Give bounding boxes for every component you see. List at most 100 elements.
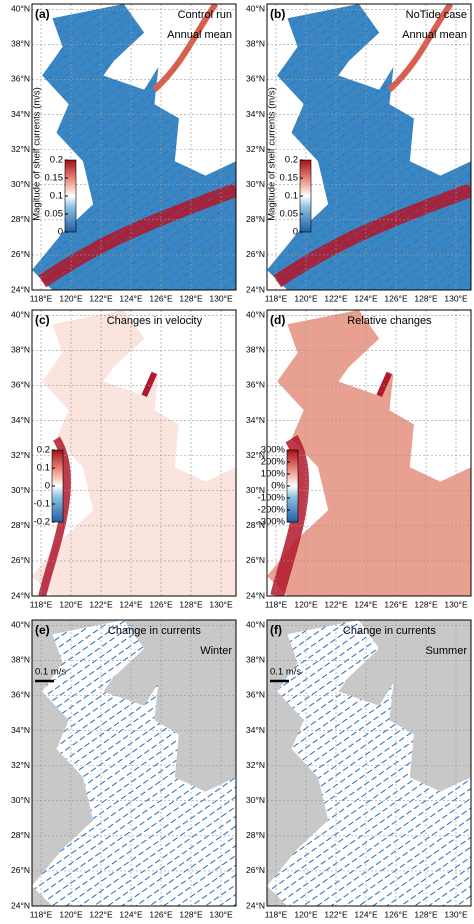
panel-title: Annual mean bbox=[167, 29, 232, 41]
x-tick-label: 124°E bbox=[119, 599, 143, 609]
x-tick-label: 126°E bbox=[149, 293, 173, 303]
coastal-change bbox=[376, 371, 393, 398]
x-tick-label: 120°E bbox=[59, 293, 83, 303]
x-tick-label: 122°E bbox=[89, 909, 113, 919]
map-panel bbox=[32, 310, 236, 596]
colorbar-label: Magitude of shelf currents (m/s) bbox=[267, 87, 278, 221]
y-tick-label: 36°N bbox=[246, 74, 265, 84]
y-tick-label: 24°N bbox=[246, 590, 265, 600]
y-tick-label: 26°N bbox=[11, 249, 30, 259]
y-tick-label: 34°N bbox=[246, 415, 265, 425]
panel-frame bbox=[266, 3, 472, 291]
sea bbox=[267, 310, 471, 596]
y-tick-label: 24°N bbox=[11, 900, 30, 910]
panel-label: (f) bbox=[270, 623, 282, 637]
x-tick-label: 124°E bbox=[354, 293, 378, 303]
x-tick-label: 126°E bbox=[149, 909, 173, 919]
panel-title: Control run bbox=[178, 9, 232, 21]
y-tick-label: 38°N bbox=[11, 655, 30, 665]
strong-current bbox=[152, 4, 219, 92]
colorbar-tick-label: 0.15 bbox=[45, 173, 64, 184]
map-panel bbox=[32, 620, 236, 906]
x-tick-label: 118°E bbox=[265, 909, 288, 919]
colorbar-tick-label: 300% bbox=[261, 445, 286, 456]
x-tick-label: 118°E bbox=[30, 599, 53, 609]
y-tick-label: 32°N bbox=[246, 760, 265, 770]
y-tick-label: 26°N bbox=[246, 555, 265, 565]
y-tick-label: 24°N bbox=[246, 284, 265, 294]
panel-title: Annual mean bbox=[402, 29, 467, 41]
y-tick-label: 38°N bbox=[246, 345, 265, 355]
x-tick-label: 130°E bbox=[209, 909, 233, 919]
colorbar-label: Magitude of shelf currents (m/s) bbox=[32, 87, 43, 221]
x-tick-label: 130°E bbox=[209, 599, 233, 609]
y-tick-label: 30°N bbox=[11, 795, 30, 805]
y-tick-label: 26°N bbox=[11, 555, 30, 565]
coastal-change bbox=[141, 371, 158, 398]
x-tick-label: 118°E bbox=[265, 293, 288, 303]
x-tick-label: 128°E bbox=[414, 293, 438, 303]
y-tick-label: 36°N bbox=[11, 380, 30, 390]
panel-frame bbox=[31, 619, 237, 907]
x-tick-label: 122°E bbox=[89, 599, 113, 609]
y-tick-label: 28°N bbox=[11, 830, 30, 840]
panel-frame bbox=[31, 309, 237, 597]
y-tick-label: 36°N bbox=[11, 690, 30, 700]
y-tick-label: 28°N bbox=[11, 214, 30, 224]
colorbar-tick-label: 200% bbox=[261, 457, 286, 468]
x-tick-label: 122°E bbox=[89, 293, 113, 303]
panel-title: Change in currents bbox=[343, 625, 436, 637]
quiver-field bbox=[267, 4, 471, 290]
x-tick-label: 128°E bbox=[179, 599, 203, 609]
y-tick-label: 34°N bbox=[246, 109, 265, 119]
panel-title: Change in currents bbox=[108, 625, 201, 637]
x-tick-label: 122°E bbox=[324, 599, 348, 609]
x-tick-label: 130°E bbox=[444, 293, 468, 303]
x-tick-label: 126°E bbox=[384, 599, 408, 609]
map-panel bbox=[267, 620, 471, 906]
y-tick-label: 36°N bbox=[11, 74, 30, 84]
y-tick-label: 30°N bbox=[246, 795, 265, 805]
colorbar-tick-label: 0.05 bbox=[280, 209, 299, 220]
y-tick-label: 26°N bbox=[246, 249, 265, 259]
y-tick-label: 36°N bbox=[246, 380, 265, 390]
x-tick-label: 120°E bbox=[294, 599, 318, 609]
y-tick-label: 30°N bbox=[11, 179, 30, 189]
panel-title: Winter bbox=[200, 645, 232, 657]
panel-title: NoTide case bbox=[406, 9, 467, 21]
y-tick-label: 40°N bbox=[246, 620, 265, 630]
y-tick-label: 24°N bbox=[246, 900, 265, 910]
y-tick-label: 30°N bbox=[11, 485, 30, 495]
colorbar-tick-label: 0 bbox=[45, 481, 50, 492]
x-tick-label: 122°E bbox=[324, 293, 348, 303]
colorbar-tick-label: 0.05 bbox=[45, 209, 64, 220]
y-tick-label: 34°N bbox=[11, 415, 30, 425]
y-tick-label: 32°N bbox=[11, 144, 30, 154]
x-tick-label: 120°E bbox=[59, 599, 83, 609]
colorbar-tick-label: 0.15 bbox=[280, 173, 299, 184]
panel-frame bbox=[266, 619, 472, 907]
panel-label: (a) bbox=[35, 7, 50, 21]
y-tick-label: 34°N bbox=[11, 109, 30, 119]
y-tick-label: 38°N bbox=[11, 345, 30, 355]
panel-frame bbox=[31, 3, 237, 291]
y-tick-label: 38°N bbox=[246, 655, 265, 665]
x-tick-label: 124°E bbox=[119, 293, 143, 303]
y-tick-label: 28°N bbox=[246, 520, 265, 530]
panel-title: Relative changes bbox=[347, 315, 432, 327]
colorbar-tick-label: 0 bbox=[293, 227, 298, 238]
colorbar-tick-label: -300% bbox=[258, 517, 286, 528]
x-tick-label: 128°E bbox=[179, 293, 203, 303]
y-tick-label: 32°N bbox=[246, 144, 265, 154]
strong-current bbox=[387, 4, 454, 92]
quiver-field bbox=[32, 4, 236, 290]
x-tick-label: 128°E bbox=[179, 909, 203, 919]
colorbar-tick-label: -0.2 bbox=[34, 517, 50, 528]
y-tick-label: 32°N bbox=[246, 450, 265, 460]
y-tick-label: 40°N bbox=[246, 310, 265, 320]
colorbar-tick-label: -200% bbox=[258, 505, 286, 516]
x-tick-label: 120°E bbox=[294, 293, 318, 303]
y-tick-label: 30°N bbox=[246, 179, 265, 189]
